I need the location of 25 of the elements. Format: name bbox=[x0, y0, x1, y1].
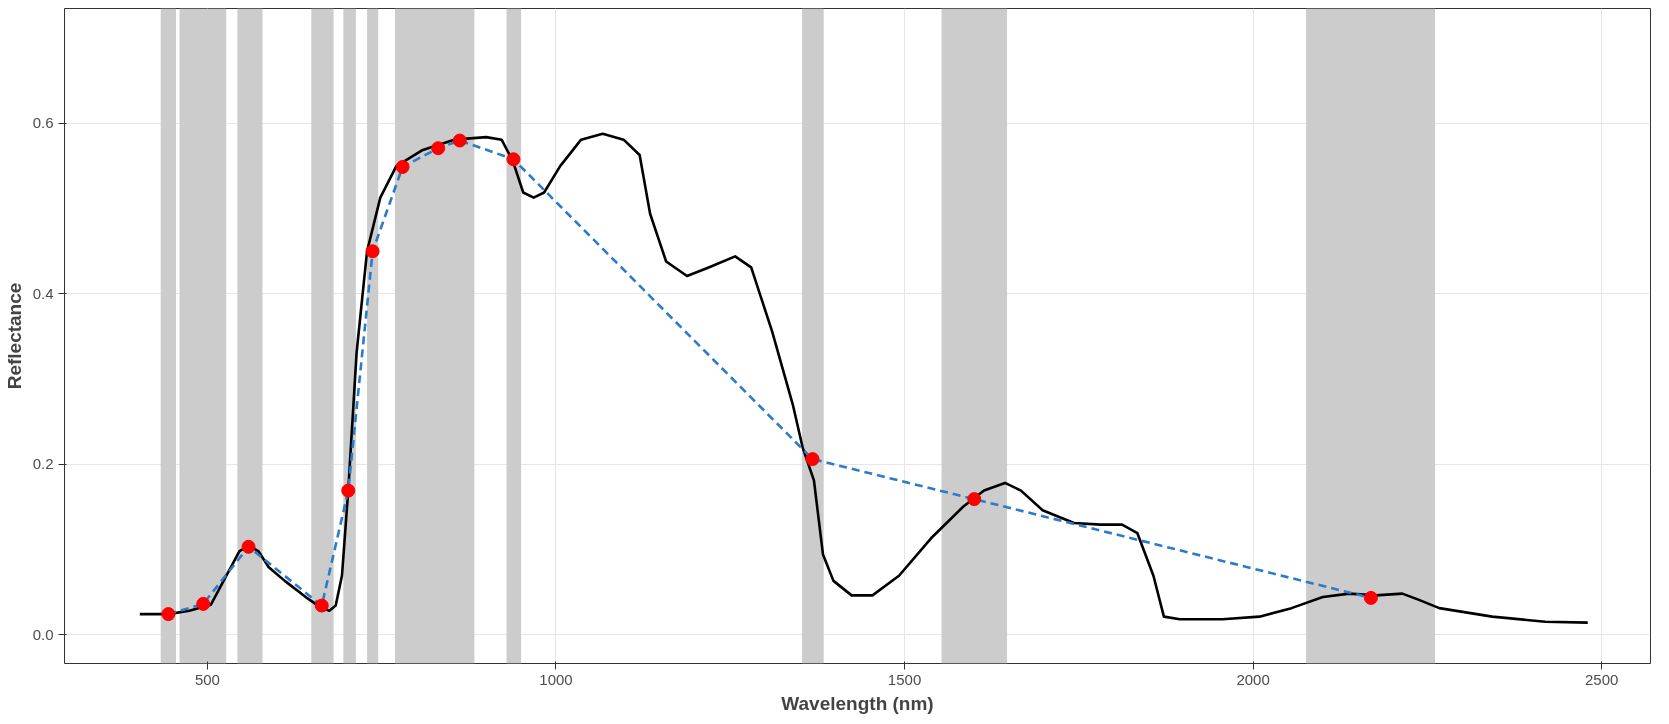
point bbox=[161, 607, 176, 622]
y-tick-label: 0.4 bbox=[32, 284, 54, 302]
point bbox=[506, 152, 521, 167]
point bbox=[241, 539, 256, 554]
x-tick-label: 1500 bbox=[887, 670, 922, 688]
y-tick-label: 0.6 bbox=[32, 114, 54, 132]
point bbox=[967, 492, 982, 507]
point bbox=[365, 244, 380, 259]
x-tick-label: 1000 bbox=[539, 670, 573, 688]
point bbox=[395, 159, 410, 174]
line-series bbox=[138, 132, 1590, 624]
y-tick-label: 0.0 bbox=[32, 625, 54, 643]
point bbox=[452, 133, 467, 148]
x-tick-label: 2000 bbox=[1236, 670, 1270, 688]
x-tick-label: 2500 bbox=[1585, 670, 1619, 688]
point bbox=[341, 483, 356, 498]
point bbox=[1363, 590, 1378, 605]
x-axis-title: Wavelength (nm) bbox=[781, 692, 934, 714]
x-tick-label: 500 bbox=[194, 670, 220, 688]
point bbox=[431, 141, 446, 156]
point bbox=[314, 598, 329, 613]
y-tick-label: 0.2 bbox=[32, 455, 54, 473]
y-axis-title: Reflectance bbox=[3, 282, 25, 390]
point bbox=[805, 452, 820, 467]
point bbox=[196, 596, 211, 611]
